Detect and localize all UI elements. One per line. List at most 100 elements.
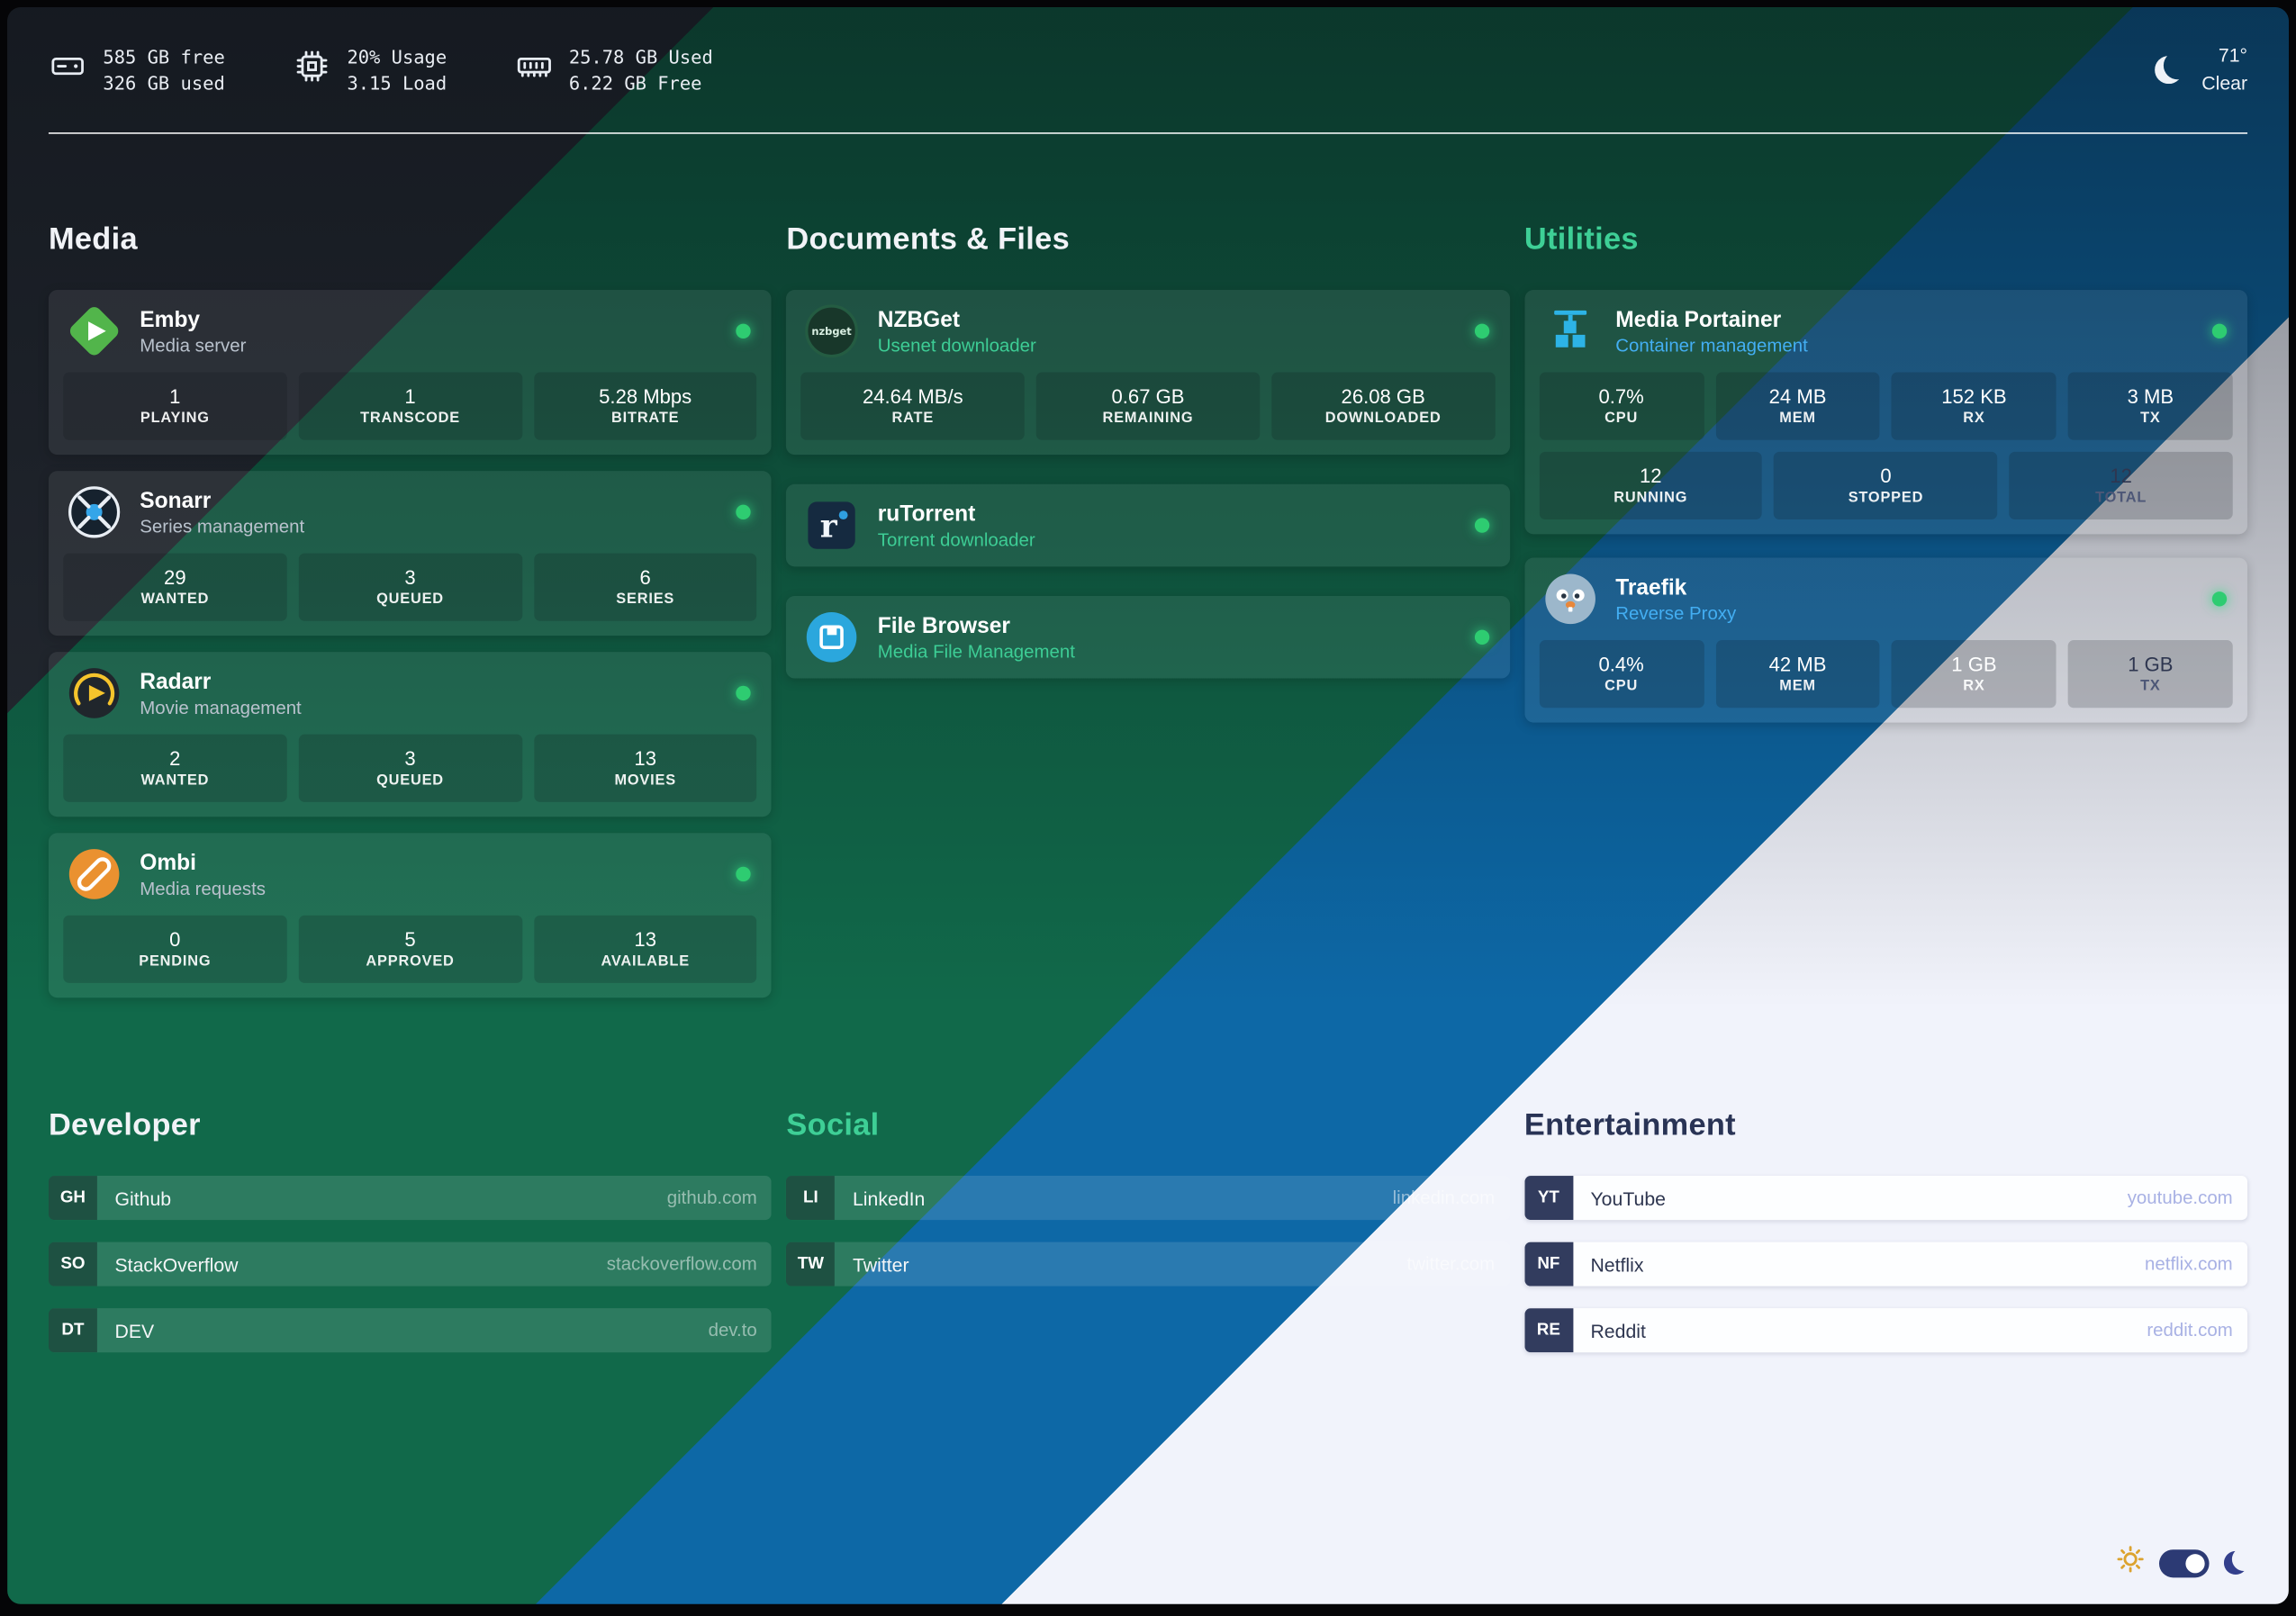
section-social: Social LI LinkedIn linkedin.com TW Twitt… xyxy=(786,1107,1510,1375)
service-header: Media Portainer Container management xyxy=(1524,290,2247,373)
service-subtitle: Container management xyxy=(1615,334,1808,356)
stat-value: 0 xyxy=(1880,465,1892,488)
stat-playing: 1 PLAYING xyxy=(63,372,287,440)
link-linkedin[interactable]: LI LinkedIn linkedin.com xyxy=(786,1176,1510,1221)
stat-label: QUEUED xyxy=(376,772,444,790)
link-url: linkedin.com xyxy=(1392,1187,1496,1209)
service-card-portainer[interactable]: Media Portainer Container management 0.7… xyxy=(1523,290,2248,535)
ram-used: 25.78 GB Used xyxy=(568,45,713,68)
stat-label: RX xyxy=(1963,678,1985,695)
nzbget-icon: nzbget xyxy=(804,303,860,359)
disk-usage-widget: 585 GB free 326 GB used xyxy=(49,44,225,95)
stat-label: PENDING xyxy=(139,953,212,971)
service-title: ruTorrent xyxy=(877,501,976,527)
stat-label: MOVIES xyxy=(614,772,676,790)
sections-grid: Media Emby Media server xyxy=(7,134,2289,1375)
weather-temp: 71° xyxy=(2218,43,2248,66)
ram-icon xyxy=(514,47,553,93)
service-stats: 0 PENDING 5 APPROVED 13 AVAILABLE xyxy=(49,915,772,998)
section-title: Social xyxy=(786,1107,880,1142)
service-card-ombi[interactable]: Ombi Media requests 0 PENDING 5 xyxy=(48,833,773,998)
stat-label: PLAYING xyxy=(140,411,210,428)
section-entertainment: Entertainment YT YouTube youtube.com NF … xyxy=(1523,1108,2248,1375)
stat-label: CPU xyxy=(1604,678,1639,695)
stat-queued: 3 QUEUED xyxy=(298,553,522,621)
system-stats-bar: 585 GB free 326 GB used 20% Usage 3.15 L… xyxy=(7,7,2289,132)
link-twitter[interactable]: TW Twitter twitter.com xyxy=(786,1241,1510,1286)
stat-cpu: 0.4% CPU xyxy=(1539,640,1704,709)
stat-value: 0.4% xyxy=(1598,653,1644,676)
stat-queued: 3 QUEUED xyxy=(298,734,522,802)
status-dot-online xyxy=(1474,629,1489,645)
stat-wanted: 29 WANTED xyxy=(63,553,287,621)
service-subtitle: Series management xyxy=(140,515,305,537)
service-card-radarr[interactable]: Radarr Movie management 2 WANTED 3 xyxy=(48,652,773,817)
link-github[interactable]: GH Github github.com xyxy=(48,1176,773,1221)
status-dot-online xyxy=(736,685,752,701)
link-stackoverflow[interactable]: SO StackOverflow stackoverflow.com xyxy=(48,1241,773,1286)
stat-label: MEM xyxy=(1779,678,1816,695)
stat-value: 1 xyxy=(404,385,416,408)
service-stats: 0.7% CPU 24 MB MEM 152 KB RX xyxy=(1524,372,2247,452)
service-card-filebrowser[interactable]: File Browser Media File Management xyxy=(786,596,1510,679)
service-card-rutorrent[interactable]: r ruTorrent Torrent downloader xyxy=(786,483,1510,567)
stat-value: 5.28 Mbps xyxy=(599,385,692,408)
stat-value: 42 MB xyxy=(1768,653,1827,676)
link-tag: SO xyxy=(48,1241,97,1286)
sun-icon[interactable] xyxy=(2117,1545,2145,1580)
service-card-sonarr[interactable]: Sonarr Series management 29 WANTED xyxy=(48,471,773,636)
stat-cpu: 0.7% CPU xyxy=(1539,372,1704,440)
link-name: StackOverflow xyxy=(114,1252,239,1276)
service-title: Traefik xyxy=(1615,574,1687,600)
moon-icon xyxy=(2155,56,2183,84)
link-youtube[interactable]: YT YouTube youtube.com xyxy=(1523,1176,2248,1221)
stat-value: 2 xyxy=(169,747,181,770)
stat-label: DOWNLOADED xyxy=(1324,411,1442,428)
link-reddit[interactable]: RE Reddit reddit.com xyxy=(1523,1308,2248,1353)
section-documents: Documents & Files nzbget NZBGet Usenet d… xyxy=(786,222,1510,1014)
stat-value: 1 GB xyxy=(2128,653,2174,676)
stat-label: WANTED xyxy=(140,772,210,790)
stat-series: 6 SERIES xyxy=(533,553,757,621)
service-card-nzbget[interactable]: nzbget NZBGet Usenet downloader 24.64 MB… xyxy=(786,290,1510,456)
service-title: NZBGet xyxy=(877,306,961,332)
dark-moon-icon[interactable] xyxy=(2224,1551,2247,1575)
link-name: YouTube xyxy=(1590,1187,1666,1209)
disk-icon xyxy=(49,47,87,93)
portainer-icon xyxy=(1542,303,1598,359)
link-tag: YT xyxy=(1523,1176,1573,1221)
service-card-traefik[interactable]: Traefik Reverse Proxy 0.4% CPU 42 M xyxy=(1523,557,2248,723)
service-stats: 1 PLAYING 1 TRANSCODE 5.28 Mbps BITRATE xyxy=(49,372,772,456)
service-title: Media Portainer xyxy=(1615,306,1782,332)
stat-available: 13 AVAILABLE xyxy=(533,915,757,983)
service-header: Emby Media server xyxy=(49,290,772,373)
ombi-icon xyxy=(67,846,122,902)
dashboard-canvas: 585 GB free 326 GB used 20% Usage 3.15 L… xyxy=(7,7,2289,1604)
theme-switch-knob xyxy=(2185,1553,2205,1573)
stat-remaining: 0.67 GB REMAINING xyxy=(1035,372,1261,440)
theme-switch[interactable] xyxy=(2158,1548,2210,1577)
stat-transcode: 1 TRANSCODE xyxy=(298,372,522,440)
stat-mem: 24 MB MEM xyxy=(1715,372,1880,440)
link-netflix[interactable]: NF Netflix netflix.com xyxy=(1523,1241,2248,1286)
stat-label: WANTED xyxy=(140,591,210,609)
service-title: Emby xyxy=(140,306,201,332)
service-names: Traefik Reverse Proxy xyxy=(1615,574,2194,623)
status-dot-online xyxy=(736,504,752,520)
link-url: github.com xyxy=(666,1187,757,1209)
service-header: Radarr Movie management xyxy=(49,652,772,735)
service-card-emby[interactable]: Emby Media server 1 PLAYING 1 xyxy=(48,290,773,456)
stat-running: 12 RUNNING xyxy=(1539,451,1763,520)
cpu-usage: 20% Usage xyxy=(347,45,447,68)
weather-condition: Clear xyxy=(2201,71,2248,94)
service-names: File Browser Media File Management xyxy=(878,613,1457,662)
service-stats: 0.4% CPU 42 MB MEM 1 GB RX xyxy=(1524,640,2247,723)
section-title: Developer xyxy=(48,1107,201,1142)
link-dev[interactable]: DT DEV dev.to xyxy=(48,1308,773,1353)
section-developer: Developer GH Github github.com SO StackO… xyxy=(48,1107,773,1375)
stat-rate: 24.64 MB/s RATE xyxy=(800,372,1025,440)
link-name: Github xyxy=(114,1187,172,1209)
service-subtitle: Movie management xyxy=(140,696,302,718)
link-url: netflix.com xyxy=(2145,1253,2233,1275)
stat-label: STOPPED xyxy=(1848,490,1924,507)
